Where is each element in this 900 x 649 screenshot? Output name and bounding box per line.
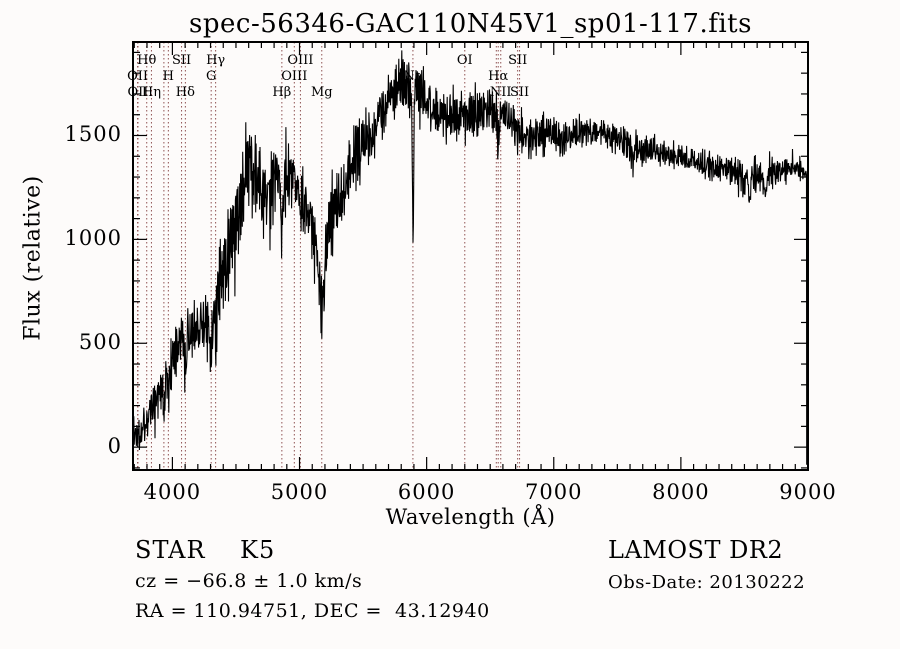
y-axis-title: Flux (relative) [20, 175, 46, 341]
spectral-line-label: OI [457, 53, 473, 68]
coordinates-value: RA = 110.94751, DEC = 43.12940 [135, 600, 490, 622]
spectral-line-label: Hθ [137, 53, 156, 68]
spectral-line-label: H [163, 69, 174, 84]
spectral-line-label: SII [172, 53, 191, 68]
x-tick-label: 8000 [652, 480, 710, 504]
y-tick-label: 0 [107, 434, 122, 459]
spectral-line-label: Hδ [176, 85, 195, 100]
x-axis-title: Wavelength (Å) [385, 505, 556, 529]
spectral-line-label: OII [127, 69, 148, 84]
spectral-line-label: G [206, 69, 216, 84]
spectral-line-label: OIII [287, 53, 313, 68]
spectrum-trace [132, 50, 808, 465]
y-tick-label: 1500 [64, 122, 122, 147]
spectral-line-label: SII [508, 53, 527, 68]
x-tick-label: 7000 [525, 480, 583, 504]
x-tick-label: 5000 [270, 480, 329, 504]
x-tick-label: 9000 [779, 480, 837, 504]
radial-velocity-value: cz = −66.8 ± 1.0 km/s [135, 570, 363, 592]
y-tick-label: 1000 [64, 226, 122, 251]
spectral-line-label: Hβ [272, 85, 291, 100]
spectral-line-label: Mg [311, 85, 333, 100]
spectral-line-label: OIII [281, 69, 307, 84]
spectral-line-label: Hα [488, 69, 508, 84]
spectral-line-label: Hγ [206, 53, 225, 68]
x-tick-label: 6000 [397, 480, 456, 504]
spectral-line-label: NII [490, 85, 512, 100]
plot-title: spec-56346-GAC110N45V1_sp01-117.fits [189, 9, 752, 39]
y-tick-label: 500 [78, 330, 122, 355]
plot-area: Hθ SII Hγ OIII OI SII OII H G OIII Na Hα OII Hη Hδ Hβ Mg… [127, 41, 809, 471]
spectral-line-label: SII [510, 85, 529, 100]
survey-release-label: LAMOST DR2 [608, 536, 784, 564]
spectral-line-label: Hη [142, 85, 161, 100]
object-classification: STAR K5 [135, 536, 276, 564]
x-tick-label: 4000 [143, 480, 202, 504]
observation-date: Obs-Date: 20130222 [608, 572, 806, 593]
plot-border [132, 41, 809, 471]
